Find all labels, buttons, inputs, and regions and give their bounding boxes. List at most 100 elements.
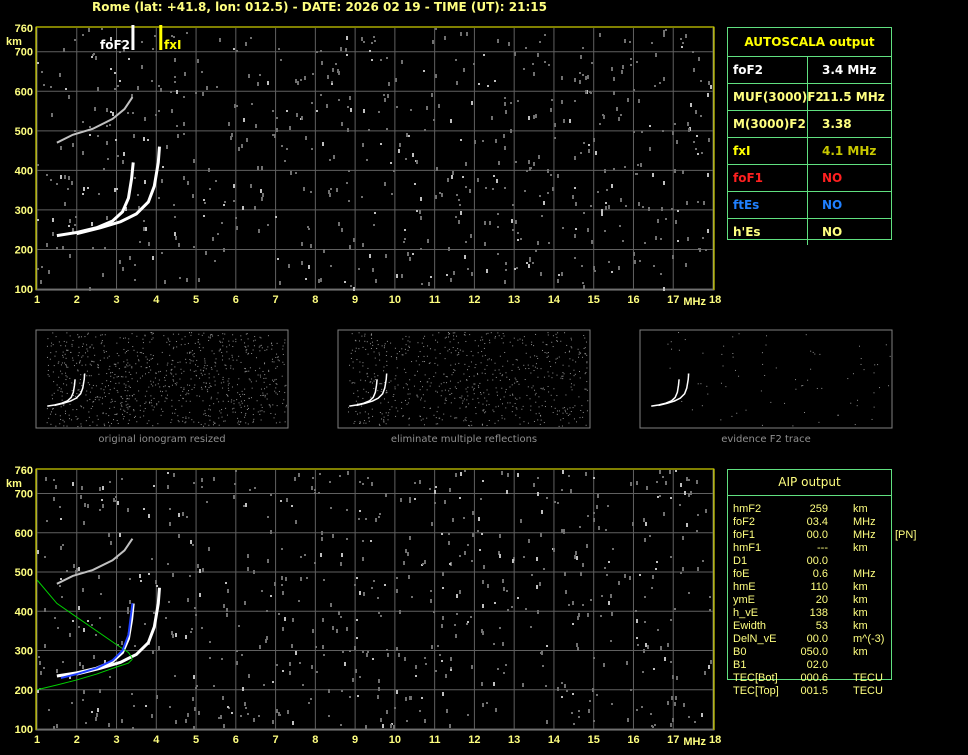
top-noise-point bbox=[320, 94, 322, 96]
thumbnail-noise-point bbox=[384, 381, 386, 383]
bottom-noise-point bbox=[99, 509, 101, 511]
bottom-noise-point bbox=[54, 617, 56, 619]
aip-value: 00.0 bbox=[806, 633, 828, 645]
thumbnail-noise-point bbox=[494, 336, 496, 338]
thumbnail-noise-point bbox=[85, 394, 87, 396]
thumbnail-noise-point bbox=[468, 376, 470, 378]
thumbnail-noise-point bbox=[423, 346, 425, 348]
thumbnail-noise-point bbox=[383, 366, 385, 368]
thumbnail-noise-point bbox=[353, 392, 355, 394]
top-noise-point bbox=[179, 277, 181, 279]
thumbnail-noise-point bbox=[176, 346, 178, 348]
thumbnail-noise-point bbox=[60, 370, 62, 372]
thumbnail-noise-point bbox=[79, 361, 81, 363]
top-x-tick: 15 bbox=[588, 294, 600, 306]
bottom-noise-point bbox=[378, 687, 380, 691]
thumbnail-noise-point bbox=[505, 407, 507, 409]
thumbnail-noise-point bbox=[483, 347, 485, 349]
thumbnail-noise-point bbox=[452, 332, 454, 334]
bottom-noise-point bbox=[710, 660, 712, 664]
thumbnail-noise-point bbox=[182, 398, 184, 400]
thumbnail-noise-point bbox=[95, 385, 97, 387]
thumbnail-noise-point bbox=[137, 355, 139, 357]
bottom-noise-point bbox=[540, 652, 542, 654]
bottom-noise-point bbox=[578, 710, 580, 712]
bottom-noise-point bbox=[355, 669, 357, 673]
thumbnail-noise-point bbox=[135, 363, 137, 365]
thumbnail-noise-point bbox=[464, 332, 466, 334]
thumbnail-noise-point bbox=[430, 382, 432, 384]
thumbnail-noise-point bbox=[422, 418, 424, 420]
thumbnail-noise-point bbox=[195, 370, 197, 372]
top-noise-point bbox=[337, 69, 339, 73]
thumbnail-noise-point bbox=[185, 400, 187, 402]
bottom-noise-point bbox=[359, 676, 361, 678]
thumbnail-noise-point bbox=[458, 362, 460, 364]
bottom-noise-point bbox=[43, 667, 45, 669]
bottom-noise-point bbox=[292, 721, 294, 725]
thumbnail-noise-point bbox=[188, 417, 190, 419]
thumbnail-noise-point bbox=[277, 356, 279, 358]
thumbnail-noise-point bbox=[133, 410, 135, 412]
bottom-noise-point bbox=[116, 557, 118, 559]
bottom-noise-point bbox=[311, 486, 313, 490]
top-noise-point bbox=[681, 46, 683, 48]
thumbnail-noise-point bbox=[172, 375, 174, 377]
thumbnail-noise-point bbox=[209, 409, 211, 411]
bottom-noise-point bbox=[466, 623, 468, 625]
thumbnail-noise-point bbox=[348, 406, 350, 408]
thumbnail-noise-point bbox=[86, 390, 88, 392]
top-y-unit: km bbox=[6, 36, 22, 48]
thumbnail-noise-point bbox=[560, 340, 562, 342]
thumbnail-noise-point bbox=[66, 376, 68, 378]
bottom-noise-point bbox=[701, 713, 703, 717]
thumbnail-noise-point bbox=[196, 375, 198, 377]
thumbnail-noise-point bbox=[250, 381, 252, 383]
thumbnail-noise-point bbox=[210, 385, 212, 387]
thumbnail-noise-point bbox=[483, 392, 485, 394]
bottom-noise-point bbox=[682, 567, 684, 571]
bottom-noise-point bbox=[419, 710, 421, 712]
thumbnail-noise-point bbox=[212, 335, 214, 337]
thumbnail-noise-point bbox=[499, 355, 501, 357]
bottom-noise-point bbox=[572, 693, 574, 695]
thumbnail-noise-point bbox=[494, 369, 496, 371]
thumbnail-noise-point bbox=[90, 364, 92, 366]
bottom-noise-point bbox=[396, 690, 398, 694]
top-x-trace bbox=[76, 146, 161, 236]
thumbnail-noise-point bbox=[172, 379, 174, 381]
aip-param: hmF1 bbox=[733, 542, 762, 554]
top-noise-point bbox=[316, 110, 318, 112]
thumbnail-noise-point bbox=[228, 344, 230, 346]
thumbnail-noise-point bbox=[515, 379, 517, 381]
thumbnail-noise-point bbox=[86, 348, 88, 350]
top-noise-point bbox=[710, 85, 712, 89]
top-noise-point bbox=[261, 166, 263, 170]
top-noise-point bbox=[147, 139, 149, 141]
thumbnail-noise-point bbox=[144, 335, 146, 337]
thumbnail-noise-point bbox=[144, 334, 146, 336]
bottom-noise-point bbox=[235, 470, 237, 472]
thumbnail-noise-point bbox=[124, 352, 126, 354]
thumbnail-noise-point bbox=[156, 403, 158, 405]
thumbnail-noise-point bbox=[158, 401, 160, 403]
thumbnail-noise-point bbox=[581, 405, 583, 407]
top-noise-point bbox=[583, 212, 585, 214]
top-noise-point bbox=[350, 108, 352, 112]
thumbnail-noise-point bbox=[175, 384, 177, 386]
thumbnail-noise-point bbox=[511, 393, 513, 395]
top-noise-point bbox=[257, 82, 259, 86]
thumbnail-noise-point bbox=[70, 351, 72, 353]
thumbnail-noise-point bbox=[232, 359, 234, 361]
thumbnail-noise-point bbox=[65, 375, 67, 377]
aip-unit: km bbox=[853, 646, 868, 658]
thumbnail-noise-point bbox=[222, 355, 224, 357]
thumbnail-noise-point bbox=[238, 378, 240, 380]
bottom-noise-point bbox=[299, 662, 301, 664]
thumbnail-noise-point bbox=[143, 410, 145, 412]
top-noise-point bbox=[183, 96, 185, 98]
thumbnail-noise-point bbox=[157, 363, 159, 365]
bottom-noise-point bbox=[346, 627, 348, 631]
thumbnail-noise-point bbox=[447, 332, 449, 334]
top-noise-point bbox=[424, 129, 426, 131]
